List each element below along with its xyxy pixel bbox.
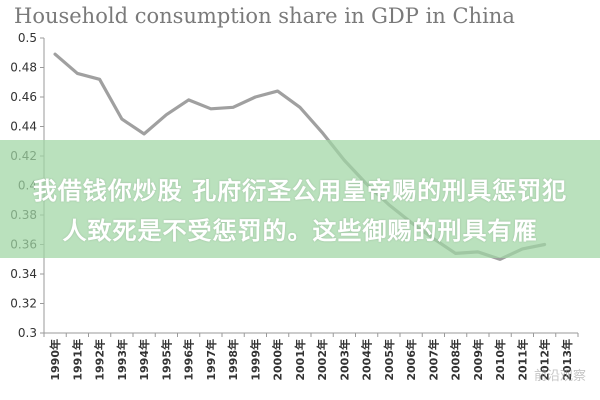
x-tick-label: 1995年 [159,339,173,381]
caption-line-2: 人致死是不受惩罚的。这些御赐的刑具有雁 [62,217,538,245]
y-tick-label: 0.3 [18,326,37,340]
x-tick-label: 2001年 [293,339,307,381]
x-tick-label: 2006年 [404,339,418,381]
caption-overlay-band [0,140,600,258]
x-tick-label: 1997年 [204,339,218,381]
x-tick-label: 2009年 [471,339,485,381]
x-tick-label: 2000年 [271,339,285,381]
y-tick-label: 0.46 [10,90,37,104]
y-tick-label: 0.48 [10,61,37,75]
x-tick-label: 2004年 [360,339,374,381]
y-tick-label: 0.5 [18,31,37,45]
x-tick-label: 2012年 [538,339,552,381]
x-tick-label: 2007年 [426,339,440,381]
x-tick-label: 2011年 [515,339,529,381]
watermark: 前沿观察 [533,369,586,384]
x-tick-label: 2005年 [382,339,396,381]
x-tick-label: 2010年 [493,339,507,381]
y-tick-label: 0.32 [10,297,37,311]
x-tick-label: 1999年 [248,339,262,381]
x-tick-label: 2013年 [560,339,574,381]
y-tick-label: 0.44 [10,120,37,134]
x-tick-label: 1998年 [226,339,240,381]
x-tick-label: 1991年 [70,339,84,381]
x-tick-label: 2008年 [449,339,463,381]
x-tick-label: 1990年 [48,339,62,381]
caption-line-1: 我借钱你炒股 孔府衍圣公用皇帝赐的刑具惩罚犯 [32,177,568,205]
chart-title: Household consumption share in GDP in Ch… [14,4,515,28]
x-tick-label: 1996年 [182,339,196,381]
x-tick-label: 1994年 [137,339,151,381]
x-tick-label: 1992年 [93,339,107,381]
x-tick-label: 2003年 [337,339,351,381]
x-tick-label: 2002年 [315,339,329,381]
x-tick-label: 1993年 [115,339,129,381]
y-tick-label: 0.34 [10,267,37,281]
